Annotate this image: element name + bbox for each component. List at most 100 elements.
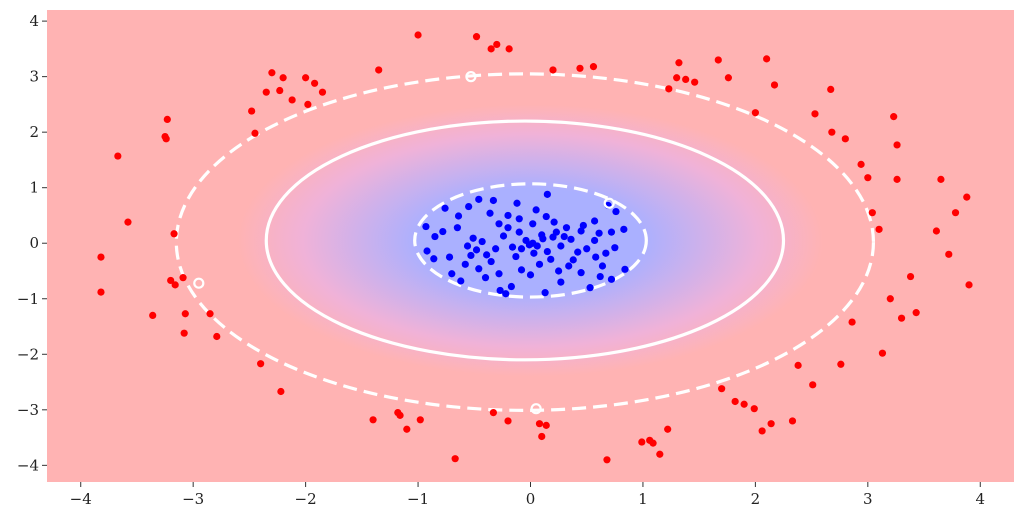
data-point bbox=[302, 74, 310, 82]
data-point bbox=[603, 456, 611, 464]
data-point bbox=[965, 281, 973, 289]
data-point bbox=[827, 85, 835, 94]
data-point bbox=[276, 86, 284, 95]
data-point bbox=[483, 251, 491, 259]
data-point bbox=[828, 128, 836, 136]
data-point bbox=[897, 314, 906, 322]
data-point bbox=[611, 244, 619, 252]
data-point bbox=[493, 40, 501, 49]
data-point bbox=[515, 228, 523, 236]
data-point bbox=[487, 257, 495, 266]
data-point bbox=[562, 224, 571, 232]
data-point bbox=[530, 249, 538, 257]
data-point bbox=[543, 247, 551, 256]
data-point bbox=[487, 45, 495, 53]
data-point bbox=[461, 260, 469, 268]
series-ff0000 bbox=[97, 31, 973, 464]
data-point bbox=[431, 232, 439, 241]
data-point bbox=[475, 265, 483, 273]
data-point bbox=[932, 227, 941, 235]
data-point bbox=[848, 318, 856, 326]
data-point bbox=[251, 129, 259, 137]
data-point bbox=[124, 218, 132, 226]
y-tick-label: −1 bbox=[17, 290, 39, 308]
data-point bbox=[304, 100, 312, 108]
x-tick-label: 1 bbox=[638, 490, 648, 508]
data-point bbox=[541, 289, 549, 297]
data-point bbox=[714, 56, 722, 64]
data-point bbox=[598, 262, 607, 270]
margin-contour bbox=[413, 182, 648, 299]
data-point bbox=[893, 141, 901, 149]
data-point bbox=[682, 75, 690, 84]
data-point bbox=[740, 400, 748, 408]
x-tick-label: 2 bbox=[751, 490, 761, 508]
data-point bbox=[552, 228, 560, 236]
data-point bbox=[560, 232, 568, 241]
data-point bbox=[512, 252, 520, 261]
data-point bbox=[890, 113, 898, 121]
data-point bbox=[750, 405, 758, 413]
data-point bbox=[612, 207, 620, 216]
data-point bbox=[499, 232, 508, 240]
data-point bbox=[788, 417, 797, 425]
data-point bbox=[179, 274, 187, 282]
data-point bbox=[592, 253, 600, 261]
data-point bbox=[589, 63, 598, 71]
data-point bbox=[542, 421, 550, 429]
x-tick-label: −4 bbox=[70, 490, 92, 508]
y-tick-label: −2 bbox=[17, 345, 39, 363]
support-vector-marker bbox=[465, 71, 477, 83]
y-tick-label: −4 bbox=[17, 456, 39, 474]
data-point bbox=[557, 278, 565, 286]
data-point bbox=[422, 222, 430, 231]
data-point bbox=[567, 235, 575, 243]
data-point bbox=[441, 204, 449, 212]
x-tick-label: 3 bbox=[863, 490, 873, 508]
data-point bbox=[590, 217, 599, 225]
support-vector-marker bbox=[603, 197, 615, 209]
support-vector-marker bbox=[530, 403, 542, 415]
data-point bbox=[583, 245, 591, 253]
data-point bbox=[502, 290, 510, 298]
data-point bbox=[445, 253, 454, 261]
data-point bbox=[416, 416, 424, 424]
data-point bbox=[414, 31, 422, 39]
data-point bbox=[638, 438, 646, 446]
data-point bbox=[262, 88, 270, 96]
data-point bbox=[811, 110, 819, 118]
data-point bbox=[649, 439, 657, 447]
data-point bbox=[665, 85, 673, 93]
support-vectors bbox=[193, 71, 615, 415]
data-point bbox=[505, 45, 513, 53]
data-point bbox=[375, 66, 383, 74]
data-point bbox=[763, 55, 771, 63]
data-point bbox=[495, 220, 503, 228]
data-point bbox=[167, 276, 175, 285]
decision-boundary bbox=[264, 119, 786, 362]
data-point bbox=[673, 74, 681, 82]
data-point bbox=[489, 408, 497, 417]
data-point bbox=[529, 220, 537, 228]
data-point bbox=[463, 242, 472, 250]
data-point bbox=[311, 79, 319, 87]
data-point bbox=[454, 212, 463, 220]
data-point bbox=[809, 381, 817, 389]
data-point bbox=[602, 249, 610, 257]
data-point bbox=[794, 361, 802, 369]
x-tick-label: −3 bbox=[182, 490, 204, 508]
data-point bbox=[731, 397, 739, 406]
data-point bbox=[607, 275, 616, 283]
data-point bbox=[489, 196, 497, 205]
y-tick-label: −3 bbox=[17, 401, 39, 419]
data-point bbox=[277, 387, 285, 396]
data-point bbox=[457, 277, 465, 285]
data-point bbox=[170, 230, 178, 238]
data-point bbox=[878, 349, 887, 357]
data-point bbox=[758, 427, 766, 435]
data-point bbox=[478, 237, 486, 246]
data-point bbox=[513, 199, 521, 207]
data-point bbox=[951, 209, 960, 217]
data-point bbox=[529, 239, 537, 247]
